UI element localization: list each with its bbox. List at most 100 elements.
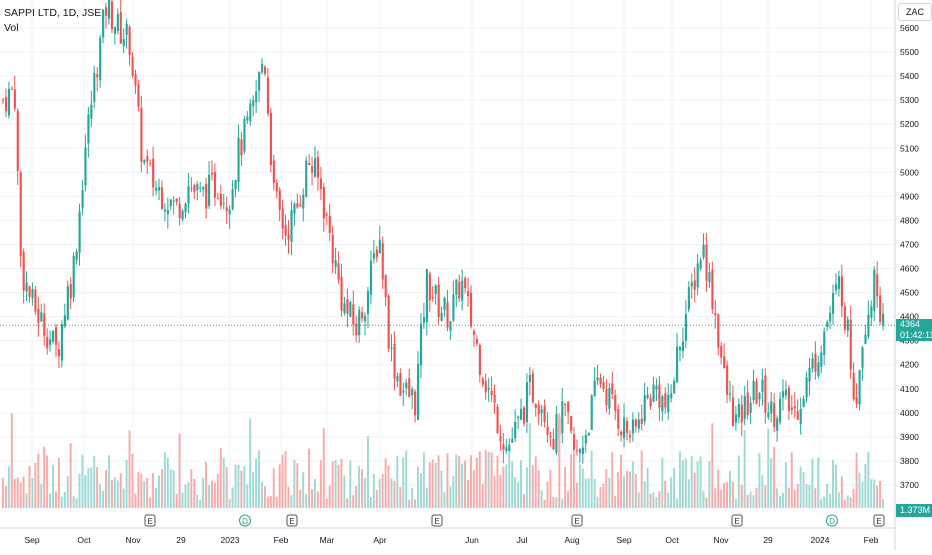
volume-bar <box>505 464 508 508</box>
x-tick-label: 2023 <box>221 535 240 545</box>
volume-bar <box>490 452 493 508</box>
candle-body <box>631 419 635 434</box>
candle-body <box>458 281 461 299</box>
volume-bar <box>811 458 814 508</box>
candle-body <box>325 214 328 216</box>
volume-bar <box>481 484 484 508</box>
earnings-marker[interactable]: E <box>571 514 583 527</box>
volume-bar <box>316 491 319 508</box>
volume-label[interactable]: Vol <box>4 22 19 34</box>
volume-bar <box>649 493 652 508</box>
candle-body <box>90 104 93 119</box>
volume-bar <box>408 499 411 508</box>
candle-body <box>584 435 587 444</box>
volume-bar <box>216 474 219 508</box>
candle-body <box>525 382 529 423</box>
candle-body <box>34 289 37 312</box>
candle-body <box>361 312 364 319</box>
candle-body <box>681 341 685 352</box>
volume-bar <box>325 498 328 508</box>
dividend-marker[interactable]: D <box>239 514 251 527</box>
y-tick-label: 4000 <box>900 408 919 418</box>
volume-bar <box>384 458 387 508</box>
candle-body <box>269 112 272 166</box>
candle-body <box>511 438 514 443</box>
volume-bar <box>749 491 752 508</box>
candle-body <box>87 114 90 144</box>
volume-bar <box>331 461 334 508</box>
candle-body <box>119 12 122 44</box>
candle-body <box>205 183 208 209</box>
volume-bar <box>832 459 834 508</box>
candle-body <box>387 296 390 349</box>
last-price-tag: 4364 01:42:11 <box>896 319 932 341</box>
volume-bar <box>155 487 157 508</box>
candle-body <box>187 185 190 204</box>
volume-bar <box>128 430 131 508</box>
volume-bar <box>396 455 399 508</box>
candle-body <box>620 431 623 436</box>
x-tick-label: Jun <box>465 535 479 545</box>
volume-bar <box>96 467 99 508</box>
volume-bar <box>623 476 625 508</box>
candle-body <box>78 211 81 253</box>
earnings-marker[interactable]: E <box>731 514 743 527</box>
candle-body <box>210 172 214 175</box>
candle-body <box>199 187 202 189</box>
volume-bar <box>116 480 119 508</box>
candle-body <box>293 203 296 214</box>
volume-bar <box>258 450 261 508</box>
earnings-marker[interactable]: E <box>873 514 885 527</box>
volume-bar <box>520 460 522 508</box>
dividend-marker[interactable]: D <box>826 514 838 527</box>
volume-bar <box>837 492 840 508</box>
volume-bar <box>205 461 208 508</box>
candle-body <box>749 402 752 413</box>
symbol-title[interactable]: SAPPI LTD, 1D, JSE <box>4 7 102 19</box>
volume-bar <box>25 493 28 508</box>
earnings-marker[interactable]: E <box>431 514 443 527</box>
currency-button[interactable]: ZAC <box>898 3 932 21</box>
volume-bar <box>687 479 690 508</box>
candle-body <box>146 156 149 162</box>
y-tick-label: 3800 <box>900 456 919 466</box>
candle-body <box>617 409 620 429</box>
candle-body <box>37 308 40 323</box>
volume-bar <box>440 470 443 508</box>
volume-bar <box>213 482 216 508</box>
volume-bar <box>478 451 481 508</box>
volume-bar <box>281 454 284 508</box>
volume-bar <box>826 483 829 508</box>
candle-body <box>731 397 735 427</box>
candle-body <box>246 116 249 121</box>
y-tick-label: 4400 <box>900 312 919 322</box>
candle-body <box>770 401 773 414</box>
candle-body <box>540 409 543 414</box>
volume-bar <box>511 461 514 508</box>
candle-body <box>107 0 111 19</box>
volume-bar <box>175 493 178 508</box>
volume-bar <box>640 450 643 508</box>
candle-body <box>711 269 714 309</box>
volume-bar <box>443 492 446 508</box>
candle-body <box>873 269 876 311</box>
volume-bar <box>399 487 402 508</box>
candle-body <box>390 347 393 349</box>
volume-bar <box>655 497 658 508</box>
volume-bar <box>452 475 455 508</box>
candle-body <box>840 276 843 307</box>
candle-body <box>122 39 125 47</box>
earnings-marker[interactable]: E <box>286 514 298 527</box>
earnings-marker[interactable]: E <box>144 514 156 527</box>
volume-bar <box>605 469 608 508</box>
candle-body <box>346 299 349 314</box>
volume-bar <box>614 495 617 508</box>
volume-bar <box>160 469 163 508</box>
volume-bar <box>437 455 440 508</box>
volume-bar <box>673 468 676 508</box>
candle-body <box>105 7 108 16</box>
candle-body <box>567 401 570 413</box>
volume-bar <box>469 455 472 508</box>
